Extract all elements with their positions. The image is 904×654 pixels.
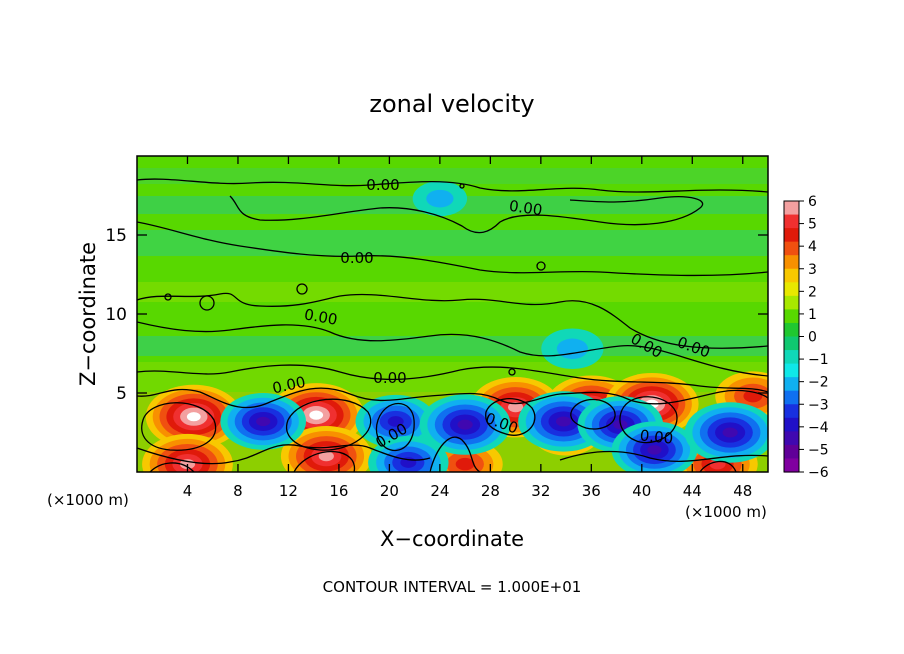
positive-anomaly — [309, 410, 324, 420]
colorbar-tick-label: −3 — [808, 397, 829, 413]
field-band — [137, 230, 768, 256]
field-band — [137, 336, 768, 356]
colorbar-swatch — [784, 350, 799, 365]
negative-anomaly — [256, 416, 271, 427]
colorbar-swatch — [784, 295, 799, 310]
colorbar-tick-label: −4 — [808, 420, 829, 436]
colorbar: 6 5 4 3 2 1 0 −1 −2 −3 −4 −5 −6 — [783, 194, 829, 481]
contour-label: 0.00 — [373, 369, 406, 387]
colorbar-tick-label: 4 — [808, 239, 817, 255]
colorbar-swatch — [784, 214, 799, 229]
colorbar-swatch — [784, 255, 799, 270]
zero-contour-lines — [137, 178, 768, 472]
colorbar-swatch — [784, 282, 799, 297]
colorbar-swatch — [784, 444, 799, 460]
x-tick-label: 12 — [279, 482, 298, 500]
x-tick-label: 4 — [183, 482, 193, 500]
field-band — [137, 168, 768, 184]
negative-anomaly — [426, 189, 454, 208]
chart-title: zonal velocity — [369, 90, 534, 118]
colorbar-tick-label: 2 — [808, 284, 817, 300]
colorbar-swatch — [784, 431, 799, 446]
y-axis: 5 10 15 — [105, 226, 768, 404]
x-tick-label: 40 — [632, 482, 651, 500]
colorbar-tick-label: 3 — [808, 262, 817, 278]
contour-label: 0.00 — [508, 197, 544, 219]
x-tick-label: 20 — [380, 482, 399, 500]
colorbar-tick-label: −2 — [808, 375, 829, 391]
x-unit-left: (×1000 m) — [47, 491, 129, 509]
positive-anomaly — [455, 457, 475, 471]
negative-anomaly — [647, 445, 662, 455]
contour-label: 0.00 — [303, 305, 339, 329]
positive-anomaly — [318, 451, 334, 462]
positive-anomaly — [507, 402, 524, 413]
colorbar-tick-label: 0 — [808, 330, 817, 346]
colorbar-swatch — [784, 336, 799, 351]
colorbar-swatch — [784, 309, 799, 324]
colorbar-swatch — [784, 201, 799, 216]
colorbar-swatch — [784, 268, 799, 283]
negative-anomaly — [387, 416, 404, 427]
colorbar-tick-label: −1 — [808, 352, 829, 368]
contour-label: 0.00 — [340, 249, 373, 267]
x-tick-label: 28 — [481, 482, 500, 500]
negative-anomaly — [722, 427, 738, 438]
x-unit-right: (×1000 m) — [685, 503, 767, 521]
x-axis: 4 8 12 16 20 24 28 32 36 40 44 48 — [183, 156, 752, 500]
colorbar-swatch — [784, 458, 799, 473]
y-tick-label: 15 — [105, 226, 127, 246]
colorbar-tick-label: −6 — [808, 465, 829, 481]
colorbar-swatch — [784, 363, 799, 378]
x-tick-label: 48 — [733, 482, 752, 500]
negative-anomaly — [556, 338, 588, 359]
x-axis-label: X−coordinate — [380, 527, 524, 551]
contour-label: 0.00 — [639, 426, 674, 447]
negative-anomaly — [457, 419, 473, 430]
y-tick-label: 10 — [105, 305, 127, 325]
colorbar-tick-label: 6 — [808, 194, 817, 210]
x-tick-label: 8 — [233, 482, 243, 500]
x-tick-label: 24 — [430, 482, 449, 500]
colorbar-swatch — [784, 241, 799, 256]
colorbar-swatch — [784, 404, 799, 419]
colorbar-swatch — [784, 322, 799, 338]
x-tick-label: 16 — [329, 482, 348, 500]
contour-label: 0.00 — [366, 176, 399, 194]
colorbar-tick-label: 5 — [808, 217, 817, 233]
colorbar-swatch — [784, 228, 799, 243]
colorbar-tick-label: −5 — [808, 442, 829, 458]
contour-interval-note: CONTOUR INTERVAL = 1.000E+01 — [323, 578, 582, 596]
y-tick-label: 5 — [116, 384, 127, 404]
colorbar-swatch — [784, 417, 799, 432]
x-tick-label: 36 — [582, 482, 601, 500]
velocity-field — [137, 156, 768, 472]
y-axis-label: Z−coordinate — [76, 242, 100, 386]
x-tick-label: 32 — [531, 482, 550, 500]
colorbar-swatch — [784, 390, 799, 405]
negative-anomaly — [555, 416, 572, 427]
field-band — [137, 282, 768, 302]
positive-anomaly — [186, 412, 201, 422]
x-tick-label: 44 — [683, 482, 702, 500]
colorbar-tick-label: 1 — [808, 307, 817, 323]
colorbar-swatch — [784, 377, 799, 392]
